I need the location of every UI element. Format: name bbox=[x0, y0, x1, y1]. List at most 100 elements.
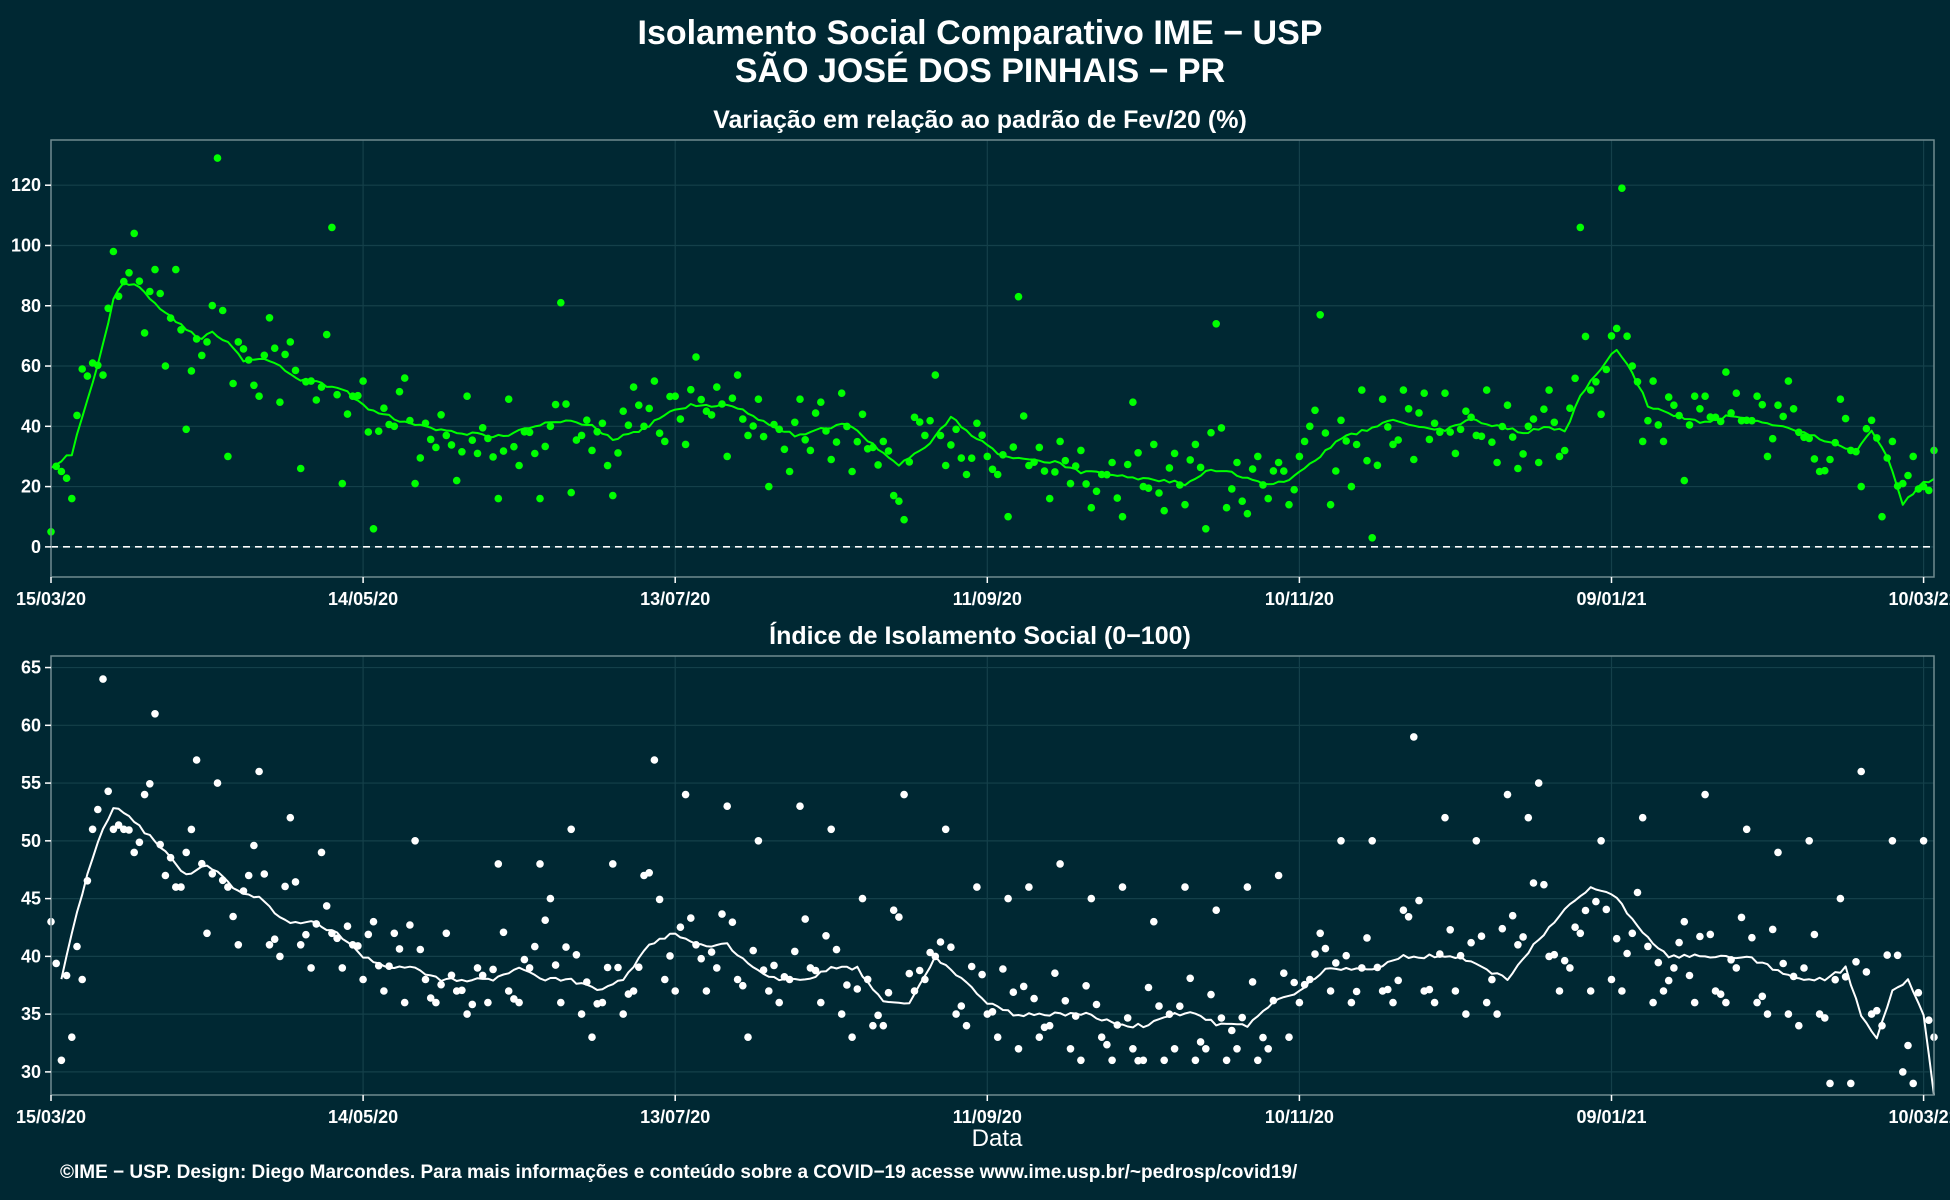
data-point bbox=[286, 813, 295, 822]
data-point bbox=[416, 945, 425, 954]
data-point bbox=[380, 404, 388, 413]
data-point bbox=[1675, 411, 1683, 420]
data-point bbox=[603, 963, 612, 972]
data-point bbox=[385, 962, 393, 970]
data-point bbox=[1280, 467, 1288, 475]
data-point bbox=[463, 392, 471, 401]
data-point bbox=[312, 396, 321, 404]
data-point bbox=[1748, 416, 1756, 425]
data-point bbox=[843, 422, 851, 431]
data-point bbox=[1768, 434, 1777, 443]
data-point bbox=[1534, 779, 1543, 787]
data-point bbox=[317, 383, 326, 391]
data-point bbox=[250, 841, 258, 850]
x-tick-label: 13/07/20 bbox=[640, 589, 710, 609]
data-point bbox=[1181, 500, 1189, 509]
data-point bbox=[1394, 976, 1402, 985]
data-point bbox=[62, 474, 71, 483]
data-point bbox=[671, 987, 679, 995]
data-point bbox=[879, 1021, 888, 1030]
data-point bbox=[156, 289, 164, 298]
data-point bbox=[1233, 458, 1241, 467]
data-point bbox=[884, 988, 893, 997]
data-point bbox=[1534, 458, 1543, 467]
data-point bbox=[1103, 1040, 1111, 1049]
data-point bbox=[1212, 320, 1220, 328]
data-point bbox=[1524, 422, 1533, 431]
data-point bbox=[499, 928, 508, 937]
data-point bbox=[1597, 837, 1605, 845]
data-point bbox=[1118, 883, 1127, 891]
data-point bbox=[166, 314, 175, 322]
panel-index-points-layer bbox=[47, 675, 1938, 1088]
data-point bbox=[1810, 930, 1819, 939]
data-point bbox=[447, 971, 456, 980]
data-point bbox=[1925, 486, 1933, 495]
data-point bbox=[739, 981, 747, 990]
data-point bbox=[744, 431, 752, 440]
data-point bbox=[1123, 1014, 1132, 1022]
chart-title-line1: Isolamento Social Comparativo IME − USP bbox=[638, 14, 1323, 52]
data-point bbox=[1758, 400, 1767, 409]
data-point bbox=[463, 1010, 471, 1018]
data-point bbox=[603, 461, 612, 470]
data-point bbox=[177, 883, 185, 891]
data-point bbox=[817, 998, 825, 1007]
data-point bbox=[1649, 377, 1657, 385]
data-point bbox=[1633, 378, 1642, 386]
data-point bbox=[1784, 377, 1793, 385]
data-point bbox=[140, 790, 149, 799]
data-point bbox=[1690, 998, 1699, 1007]
data-point bbox=[889, 491, 898, 500]
data-point bbox=[1789, 972, 1798, 981]
data-point bbox=[765, 482, 773, 491]
data-point bbox=[421, 975, 430, 984]
data-point bbox=[1456, 425, 1465, 434]
data-point bbox=[999, 451, 1007, 459]
data-point bbox=[1467, 413, 1475, 422]
data-point bbox=[468, 436, 477, 445]
data-point bbox=[1581, 906, 1590, 915]
data-point bbox=[728, 394, 737, 403]
data-point bbox=[1155, 1002, 1163, 1010]
data-point bbox=[421, 419, 430, 428]
data-point bbox=[343, 922, 352, 930]
data-point bbox=[1347, 998, 1356, 1007]
data-point bbox=[1160, 506, 1168, 515]
data-point bbox=[1555, 987, 1564, 995]
data-point bbox=[1404, 913, 1413, 921]
data-point bbox=[120, 277, 128, 286]
data-point bbox=[1030, 458, 1038, 467]
data-point bbox=[302, 930, 310, 939]
data-point bbox=[1623, 332, 1631, 341]
data-point bbox=[962, 470, 971, 479]
data-point bbox=[1378, 395, 1387, 404]
data-point bbox=[1358, 386, 1366, 394]
data-point bbox=[1384, 423, 1392, 431]
data-point bbox=[713, 383, 721, 391]
data-point bbox=[588, 1033, 596, 1041]
data-point bbox=[1274, 871, 1283, 880]
data-point bbox=[567, 825, 575, 834]
data-point bbox=[749, 422, 757, 430]
data-point bbox=[1888, 837, 1897, 845]
data-point bbox=[681, 790, 690, 799]
data-point bbox=[1368, 534, 1376, 542]
data-point bbox=[551, 400, 560, 409]
data-point bbox=[988, 465, 997, 474]
data-point bbox=[395, 945, 404, 953]
data-point bbox=[843, 981, 851, 989]
data-point bbox=[941, 825, 950, 834]
data-point bbox=[1514, 464, 1522, 473]
data-point bbox=[765, 987, 773, 995]
data-point bbox=[182, 425, 190, 434]
data-point bbox=[1316, 311, 1324, 319]
data-point bbox=[83, 372, 92, 380]
data-point bbox=[853, 985, 862, 993]
data-point bbox=[1644, 942, 1652, 951]
data-point bbox=[1436, 428, 1444, 437]
data-point bbox=[869, 443, 877, 452]
data-point bbox=[1623, 949, 1631, 958]
data-point bbox=[364, 930, 373, 939]
data-point bbox=[213, 154, 222, 162]
